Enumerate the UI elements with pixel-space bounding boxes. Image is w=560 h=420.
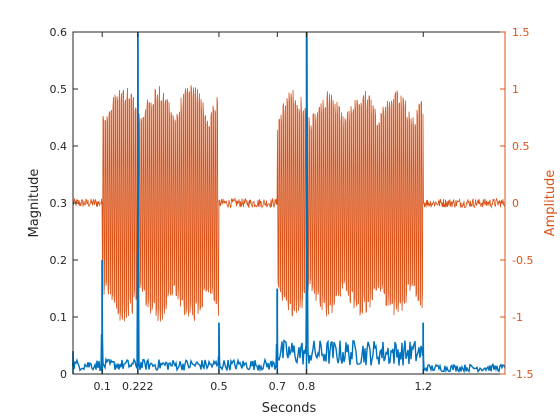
- right-y-tick-label: -1.5: [512, 368, 533, 381]
- right-y-axis-title: Amplitude: [543, 170, 558, 237]
- left-y-tick-label: 0.5: [50, 83, 68, 96]
- left-y-tick-label: 0: [60, 368, 67, 381]
- x-tick-label: 1.2: [415, 380, 433, 393]
- right-y-tick-label: 1: [512, 83, 519, 96]
- right-y-tick-label: 0: [512, 197, 519, 210]
- amplitude-line: [72, 85, 506, 322]
- x-axis-title: Seconds: [262, 401, 317, 416]
- right-y-tick-label: 1.5: [512, 26, 530, 39]
- x-tick-label: 0.7: [269, 380, 287, 393]
- left-y-tick-label: 0.1: [50, 311, 68, 324]
- axes: 0.1 0.222 0.5 0.7 0.8 1.2 0 0.1 0.2 0.3 0.4 0.5 0.6 -…: [50, 26, 534, 393]
- left-y-tick-label: 0.4: [50, 140, 68, 153]
- left-y-tick-label: 0.6: [50, 26, 68, 39]
- left-y-axis-title: Magnitude: [27, 169, 42, 238]
- x-tick-label: 0.5: [210, 380, 228, 393]
- amplitude-series: [72, 85, 506, 322]
- x-tick-label: 0.8: [298, 380, 316, 393]
- left-y-tick-label: 0.3: [50, 197, 68, 210]
- right-y-tick-label: 0.5: [512, 140, 530, 153]
- x-tick-label: 0.1: [93, 380, 111, 393]
- right-y-tick-label: -1: [512, 311, 523, 324]
- left-y-tick-label: 0.2: [50, 254, 68, 267]
- magnitude-line: [71, 31, 506, 374]
- x-tick-label: 0.222: [122, 380, 154, 393]
- magnitude-series: [71, 31, 506, 374]
- right-y-tick-label: -0.5: [512, 254, 533, 267]
